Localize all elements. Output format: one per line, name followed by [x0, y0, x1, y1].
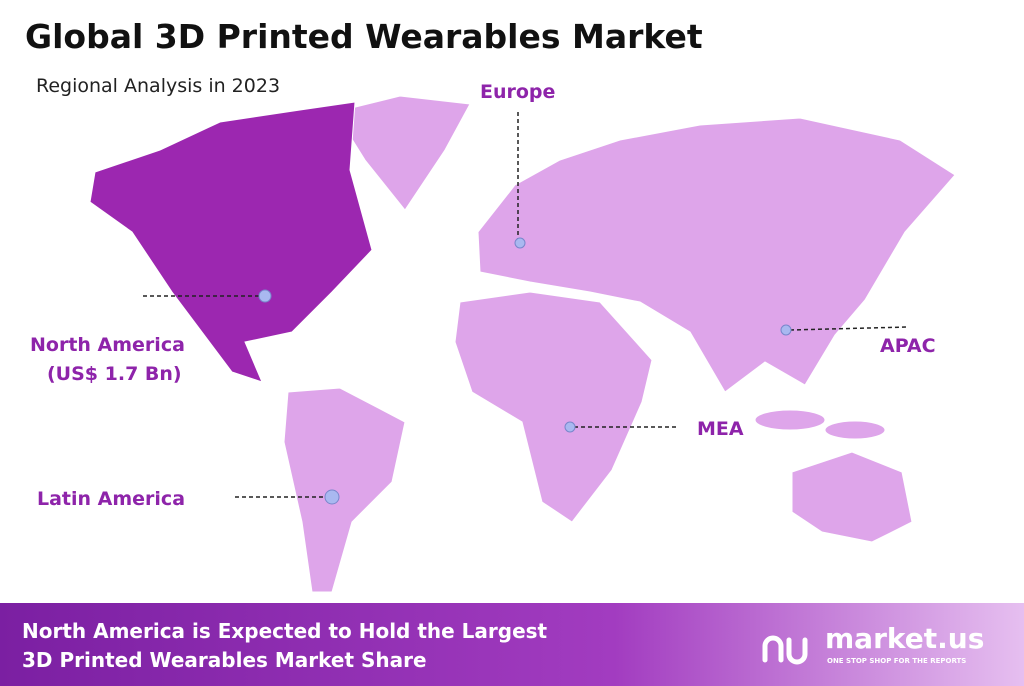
region-label: APAC: [880, 335, 936, 357]
marker: [258, 289, 272, 303]
marker: [324, 489, 340, 505]
marker: [780, 324, 792, 336]
footer-line: 3D Printed Wearables Market Share: [22, 648, 427, 672]
islands: [824, 420, 886, 440]
islands: [754, 409, 826, 431]
marker: [514, 237, 526, 249]
region-label: Latin America: [37, 488, 185, 510]
region-label: North America: [30, 334, 185, 356]
logo-shape: [762, 635, 784, 663]
logo-icon: [762, 635, 808, 665]
region-value: (US$ 1.7 Bn): [47, 363, 182, 385]
world-map: [89, 95, 956, 593]
marker: [564, 421, 576, 433]
greenland: [334, 95, 471, 211]
logo-text: market.us: [825, 622, 984, 655]
logo-tagline: ONE STOP SHOP FOR THE REPORTS: [827, 657, 966, 665]
logo-shape: [786, 637, 808, 665]
region-label: Europe: [480, 81, 555, 103]
footer-line: North America is Expected to Hold the La…: [22, 619, 548, 643]
australia: [791, 451, 913, 543]
footer-band: [0, 603, 1024, 686]
south-america: [283, 387, 406, 593]
title: Global 3D Printed Wearables Market: [25, 17, 703, 56]
subtitle: Regional Analysis in 2023: [36, 75, 280, 97]
leader-line: [789, 326, 909, 331]
africa: [454, 291, 653, 523]
eurasia: [477, 117, 956, 393]
north-america: [89, 101, 373, 383]
region-label: MEA: [697, 418, 744, 440]
